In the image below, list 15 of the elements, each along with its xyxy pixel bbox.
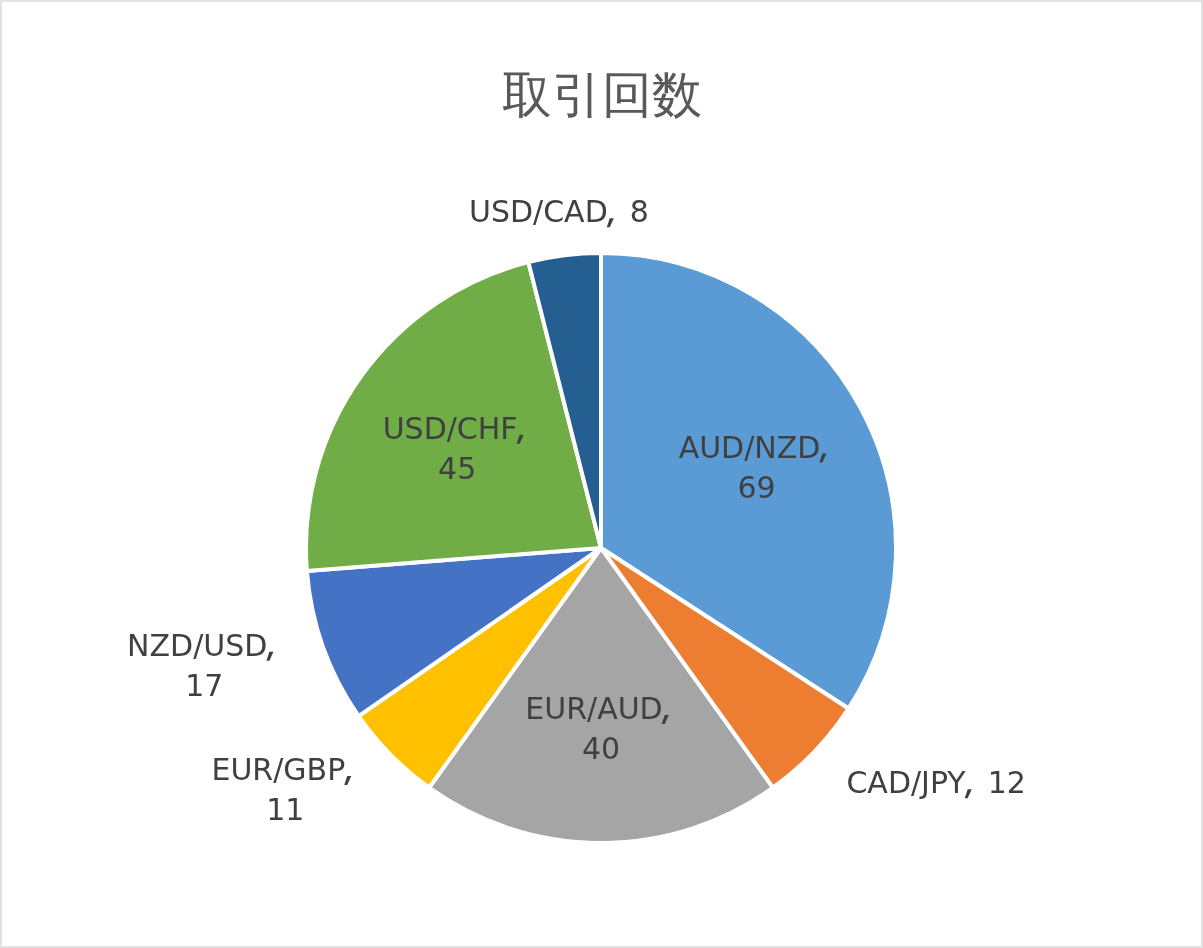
data-label: 8	[629, 194, 649, 230]
chart-title: 取引回数	[501, 66, 702, 124]
slice-label: AUD/NZD	[678, 429, 821, 465]
data-label: 40	[581, 731, 621, 766]
slice-label: CAD/JPY	[846, 765, 967, 801]
slice-label: EUR/AUD	[525, 691, 663, 726]
slice-label: EUR/GBP	[211, 752, 346, 788]
slice-label: USD/CHF	[382, 410, 518, 446]
data-label: 45	[438, 450, 477, 486]
slice-label: USD/CAD	[468, 194, 608, 230]
data-label: 69	[737, 469, 776, 505]
data-label: 12	[987, 765, 1026, 801]
data-label: 17	[185, 667, 224, 703]
data-label: 11	[266, 792, 305, 828]
slice-label: NZD/USD	[127, 627, 268, 663]
